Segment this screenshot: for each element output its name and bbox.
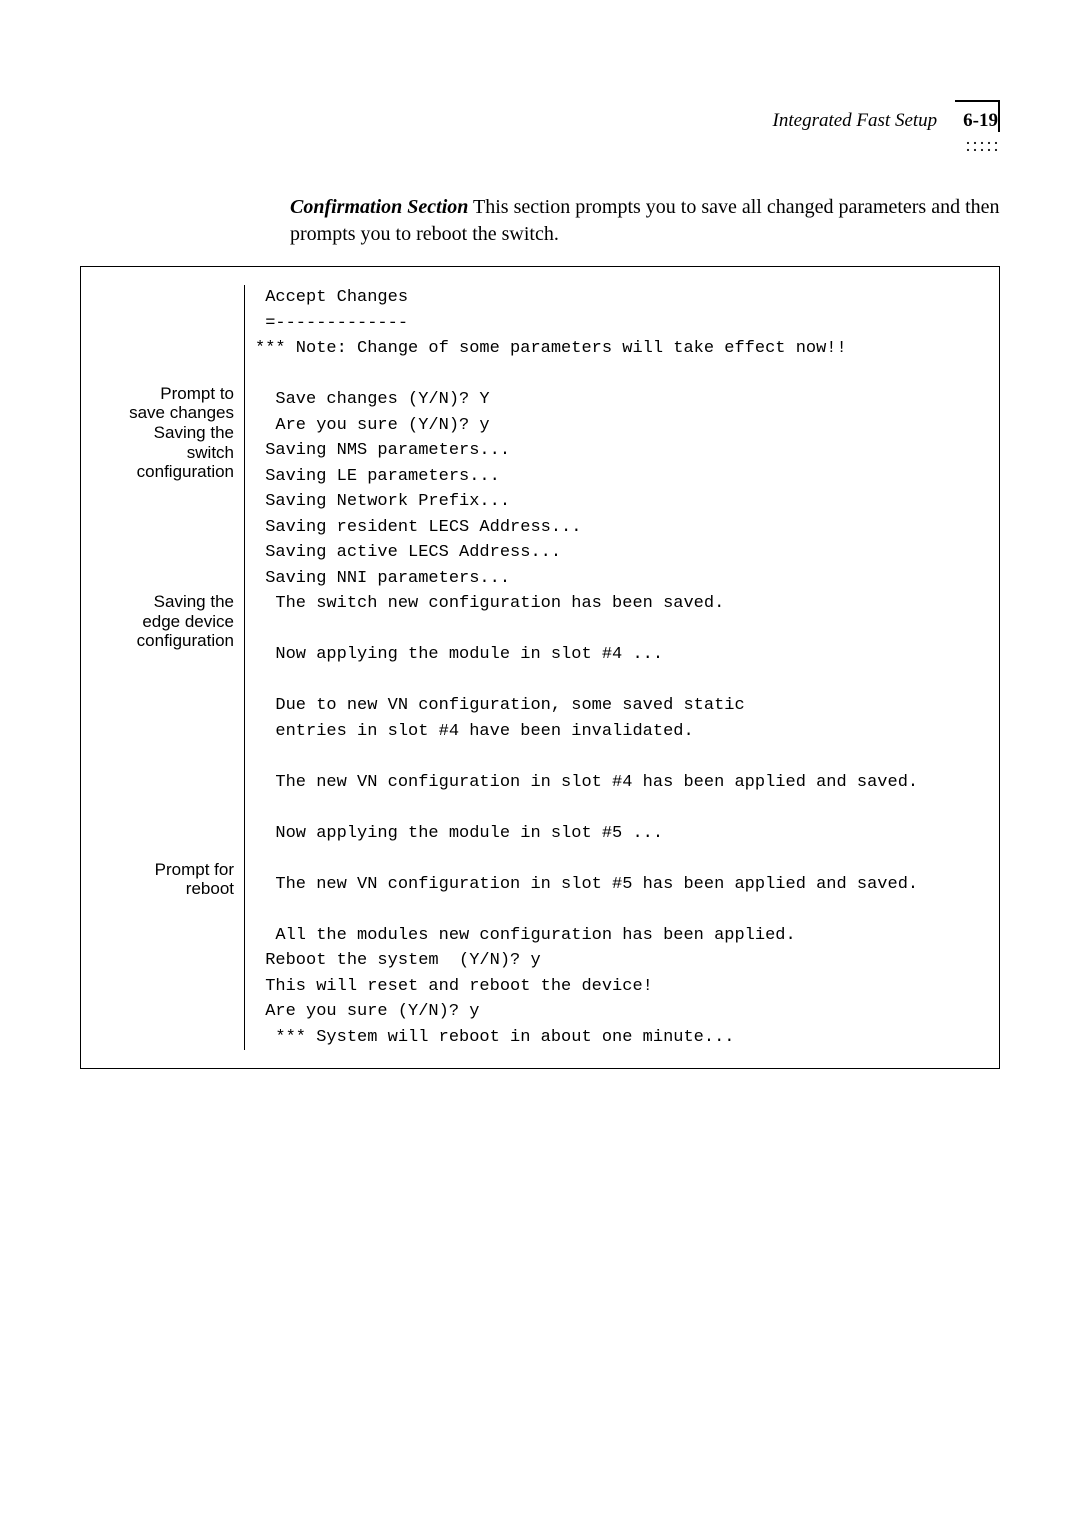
console-line: This will reset and reboot the device! xyxy=(255,977,653,996)
console-line: =------------- xyxy=(255,314,408,333)
console-output: Accept Changes =------------- *** Note: … xyxy=(244,285,981,1050)
console-line: Due to new VN configuration, some saved … xyxy=(255,696,745,715)
label-line: configuration xyxy=(99,631,234,651)
console-line: The new VN configuration in slot #4 has … xyxy=(255,773,918,792)
header-title: Integrated Fast Setup xyxy=(773,110,938,132)
header-dots: ····· ····· xyxy=(80,140,1000,154)
label-line: Saving the xyxy=(99,423,234,443)
console-line: Accept Changes xyxy=(255,288,408,307)
page-number: 6-19 xyxy=(955,100,1000,132)
label-saving-edge: Saving the edge device configuration xyxy=(99,592,234,651)
label-line: Prompt for xyxy=(99,860,234,880)
page: Integrated Fast Setup 6-19 ····· ····· C… xyxy=(0,0,1080,1149)
console-line: Save changes (Y/N)? Y xyxy=(255,390,490,409)
console-line: Are you sure (Y/N)? y xyxy=(255,1002,479,1021)
console-line: entries in slot #4 have been invalidated… xyxy=(255,722,694,741)
console-line: Now applying the module in slot #4 ... xyxy=(255,645,663,664)
label-line: Saving the xyxy=(99,592,234,612)
console-line: Are you sure (Y/N)? y xyxy=(255,416,490,435)
console-line: Saving NMS parameters... xyxy=(255,441,510,460)
console-line: Now applying the module in slot #5 ... xyxy=(255,824,663,843)
console-line: Saving LE parameters... xyxy=(255,467,500,486)
console-line: *** System will reboot in about one minu… xyxy=(255,1028,734,1047)
console-content: Prompt to save changes Saving the switch… xyxy=(99,285,981,1050)
console-line: Saving Network Prefix... xyxy=(255,492,510,511)
label-line: reboot xyxy=(99,879,234,899)
page-header: Integrated Fast Setup 6-19 xyxy=(80,100,1000,132)
label-line: switch xyxy=(99,443,234,463)
label-prompt-reboot: Prompt for reboot xyxy=(99,860,234,899)
console-line: Saving active LECS Address... xyxy=(255,543,561,562)
intro-paragraph: Confirmation Section This section prompt… xyxy=(290,194,1000,248)
console-line: Reboot the system (Y/N)? y xyxy=(255,951,541,970)
label-prompt-save: Prompt to save changes xyxy=(99,384,234,423)
console-line: *** Note: Change of some parameters will… xyxy=(255,339,847,358)
console-line: Saving resident LECS Address... xyxy=(255,518,581,537)
label-line: save changes xyxy=(99,403,234,423)
dots-2: ····· xyxy=(965,140,1000,160)
label-column: Prompt to save changes Saving the switch… xyxy=(99,285,244,1050)
console-box: Prompt to save changes Saving the switch… xyxy=(80,266,1000,1069)
label-line: configuration xyxy=(99,462,234,482)
console-line: The switch new configuration has been sa… xyxy=(255,594,724,613)
console-line: All the modules new configuration has be… xyxy=(255,926,796,945)
console-line: Saving NNI parameters... xyxy=(255,569,510,588)
intro-bold: Confirmation Section xyxy=(290,196,468,218)
label-saving-switch: Saving the switch configuration xyxy=(99,423,234,482)
label-line: Prompt to xyxy=(99,384,234,404)
label-line: edge device xyxy=(99,612,234,632)
console-line: The new VN configuration in slot #5 has … xyxy=(255,875,918,894)
